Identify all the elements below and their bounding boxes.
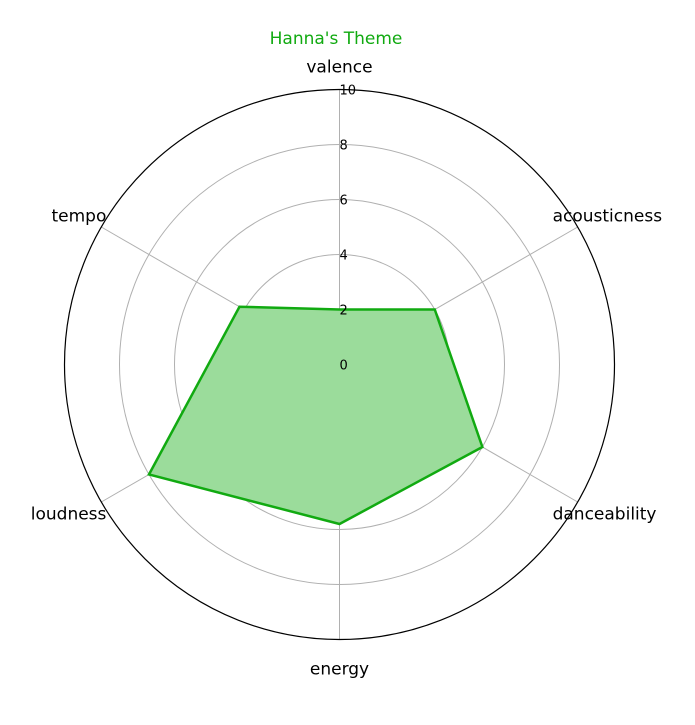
tick-label-2: 2 [340,304,348,319]
chart-title: Hanna's Theme [270,29,403,49]
tick-label-4: 4 [340,249,348,264]
axis-label-energy: energy [310,660,369,680]
axis-label-tempo: tempo [52,207,107,227]
outer-frame [63,88,616,641]
axis-label-valence: valence [306,58,372,78]
axis-labels: valence acousticness danceability energy lou… [31,58,662,680]
radial-ticks: 0 2 4 6 8 10 [340,84,357,374]
data-series [147,305,484,526]
tick-label-6: 6 [340,194,348,209]
series-area [148,306,483,524]
axis-label-acousticness: acousticness [553,207,663,227]
series-line [147,305,484,526]
tick-label-10: 10 [340,84,357,99]
axis-label-loudness: loudness [31,505,107,525]
axis-label-danceability: danceability [553,505,657,525]
tick-label-8: 8 [340,139,348,154]
tick-label-0: 0 [340,359,348,374]
